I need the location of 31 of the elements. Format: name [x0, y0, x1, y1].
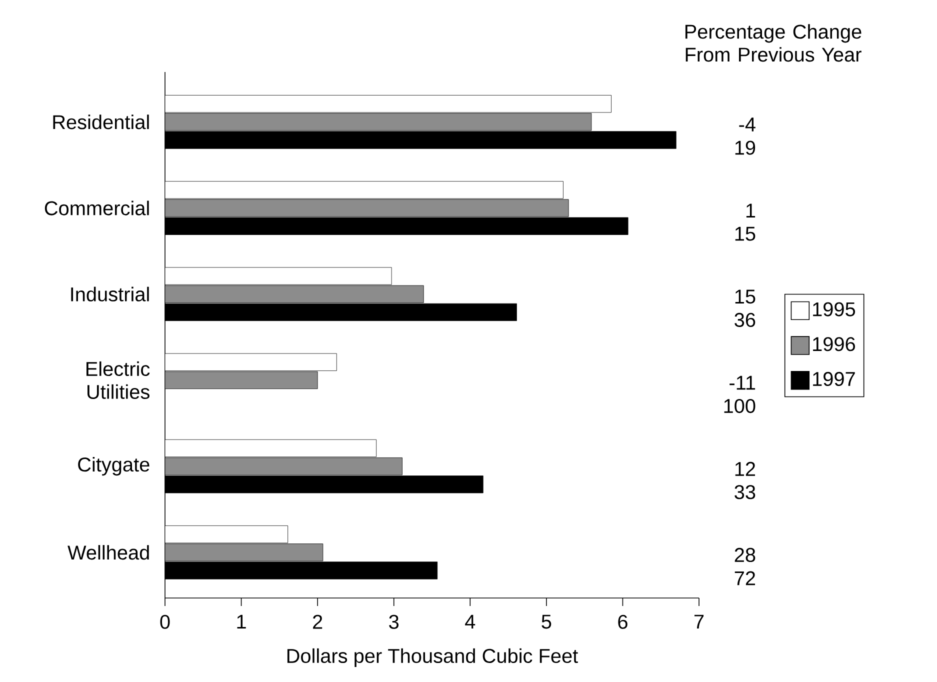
- text: -4: [739, 118, 756, 132]
- x-tick-label: 4: [465, 614, 476, 629]
- text: -11: [730, 376, 756, 390]
- text: 28: [734, 548, 756, 562]
- y-tick-label: Residential: [53, 114, 149, 130]
- x-tick-label: 7: [694, 614, 704, 629]
- x-axis-title: Dollars per Thousand Cubic Feet: [287, 648, 578, 667]
- legend-label: 1995: [813, 302, 856, 316]
- text: 1: [746, 204, 756, 218]
- y-tick-label: Wellhead: [68, 545, 149, 560]
- text: 100: [724, 398, 756, 414]
- x-tick-label: 3: [389, 614, 399, 629]
- y-tick-label: Electric Utilities: [86, 361, 150, 399]
- text: 15: [735, 226, 756, 241]
- x-tick-label: 5: [542, 614, 552, 629]
- x-tick-label: 1: [237, 614, 246, 629]
- legend-label: 1997: [813, 372, 855, 386]
- x-tick-label: 6: [618, 614, 628, 629]
- text: 12: [735, 462, 756, 476]
- legend-label: 1996: [813, 337, 855, 352]
- y-tick-label: Citygate: [78, 457, 150, 476]
- text: 33: [734, 485, 756, 500]
- text: 15: [735, 290, 756, 304]
- text: 19: [735, 140, 756, 155]
- text: Percentage Change From Previous Year: [685, 24, 862, 62]
- x-tick-label: 2: [313, 614, 322, 629]
- y-tick-label: Commercial: [44, 200, 149, 216]
- text: 36: [734, 312, 756, 327]
- y-tick-label: Industrial: [71, 286, 149, 302]
- text: 72: [734, 571, 756, 586]
- x-tick-label: 0: [160, 614, 170, 629]
